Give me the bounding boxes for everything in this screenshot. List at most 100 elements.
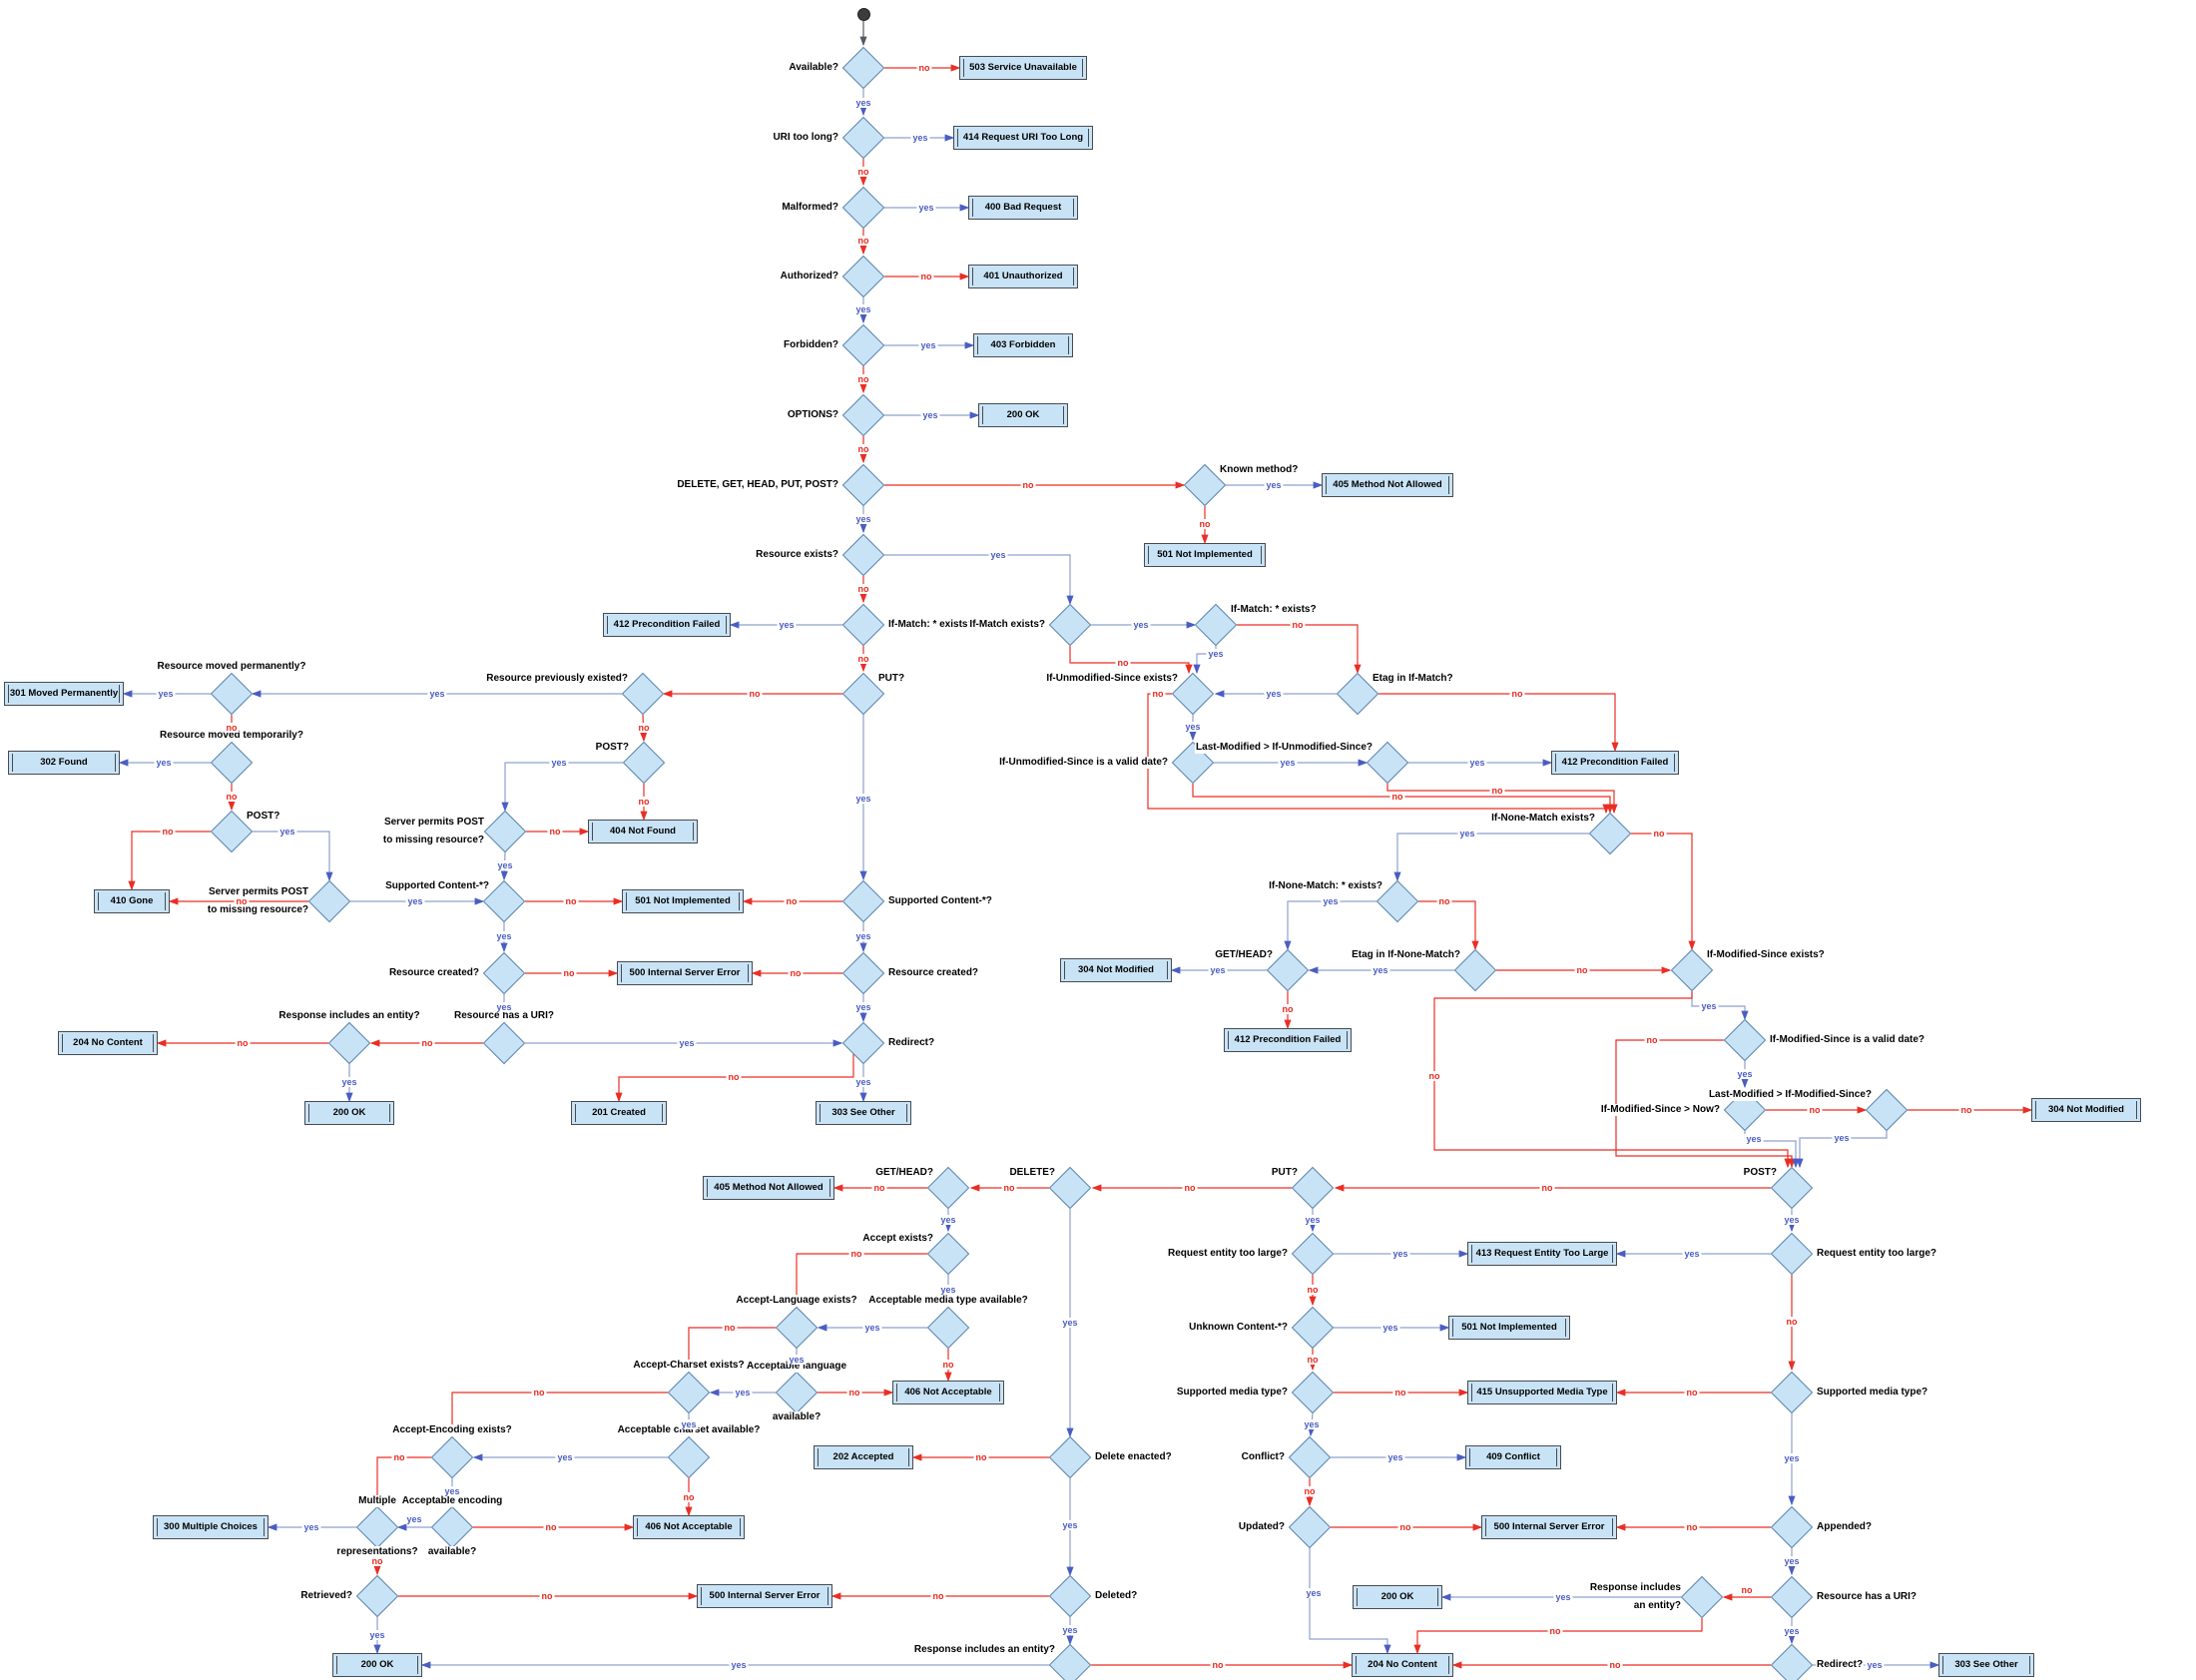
decision-d-conflict xyxy=(1288,1435,1332,1479)
terminal-t-403: 403 Forbidden xyxy=(973,333,1073,357)
terminal-t-406-a: 406 Not Acceptable xyxy=(892,1381,1004,1404)
edge-label-44-yes: yes xyxy=(405,896,425,906)
label-d-encoding-exists: Accept-Encoding exists? xyxy=(391,1424,513,1436)
edge-label-100-no: no xyxy=(391,1452,407,1462)
edge-label-93-no: no xyxy=(846,1388,862,1398)
decision-d-server-permits-1 xyxy=(483,810,527,853)
edge-label-57-yes: yes xyxy=(677,1038,697,1048)
label-d-etag-in-ifmatch: Etag in If-Match? xyxy=(1372,673,1454,685)
terminal-t-412-b: 412 Precondition Failed xyxy=(1551,751,1679,775)
decision-d-charset-exists xyxy=(667,1371,711,1414)
edge-label-23-yes: yes xyxy=(1206,649,1226,659)
start-node xyxy=(856,7,870,21)
edge-label-79-no: no xyxy=(1539,1183,1555,1193)
label-d-ifmod-gt-now: If-Modified-Since > Now? xyxy=(1599,1104,1721,1116)
label-d-gethead-cond: GET/HEAD? xyxy=(1214,949,1274,961)
edge-label-24-no: no xyxy=(1290,620,1306,630)
edge-label-118-yes: yes xyxy=(1302,1419,1322,1429)
decision-d-lang-available xyxy=(775,1371,819,1414)
edge-label-102-yes: yes xyxy=(404,1514,424,1524)
terminal-t-405-b: 405 Method Not Allowed xyxy=(703,1176,834,1200)
edge-label-127-no: no xyxy=(1684,1522,1700,1532)
label-d-etag-in-ifnonematch: Etag in If-None-Match? xyxy=(1351,949,1461,961)
terminal-t-303-a: 303 See Other xyxy=(816,1101,911,1125)
label-d-ifmatch-star-b: If-Match: * exists? xyxy=(1230,604,1318,616)
edge-label-28-no: no xyxy=(1150,689,1166,699)
terminal-t-501-b: 501 Not Implemented xyxy=(622,889,744,913)
edge-label-13-no: no xyxy=(1020,480,1036,490)
label-d-authorized: Authorized? xyxy=(779,271,839,282)
edge-label-26-no: no xyxy=(1509,689,1525,699)
decision-d-server-permits-2 xyxy=(307,879,351,923)
edge-label-7-no: no xyxy=(918,272,934,281)
label-d-deleted: Deleted? xyxy=(1094,1590,1139,1602)
edge-41-no xyxy=(128,831,211,891)
decision-d-req-large-a xyxy=(1291,1232,1335,1276)
terminal-t-202: 202 Accepted xyxy=(814,1445,913,1469)
label-d-unknown-content: Unknown Content-*? xyxy=(1188,1322,1289,1334)
label-d-created-r: Resource created? xyxy=(887,967,980,979)
edge-label-48-yes: yes xyxy=(495,860,515,870)
edge-label-86-yes: yes xyxy=(938,1215,958,1225)
decision-d-supported-content-r xyxy=(841,879,885,923)
decision-d-uri-too-long xyxy=(841,116,885,160)
edge-24-no xyxy=(1237,624,1362,675)
edge-label-91-yes: yes xyxy=(787,1355,807,1365)
terminal-t-500-a: 500 Internal Server Error xyxy=(617,961,753,985)
edge-label-43-no: no xyxy=(234,896,250,906)
label-d-ifmatch-exists: If-Match exists? xyxy=(968,619,1046,631)
edge-label-14-yes: yes xyxy=(1264,480,1284,490)
edge-label-11-yes: yes xyxy=(920,410,940,420)
edge-label-74-no: no xyxy=(1644,1035,1660,1045)
decision-d-charset-available xyxy=(667,1435,711,1479)
edge-label-72-no: no xyxy=(1426,1071,1442,1081)
label-d-conflict: Conflict? xyxy=(1240,1451,1286,1463)
edge-label-97-yes: yes xyxy=(555,1452,575,1462)
terminal-t-200-c: 200 OK xyxy=(332,1653,422,1677)
label-d-lang-available-2: available? xyxy=(771,1411,823,1423)
edge-label-131-yes: yes xyxy=(1553,1592,1573,1602)
label-d-ifunmod-exists: If-Unmodified-Since exists? xyxy=(1045,673,1179,685)
label-d-resp-incl-b-2: an entity? xyxy=(1632,1600,1682,1612)
label-d-accept-exists: Accept exists? xyxy=(861,1233,934,1245)
edge-label-76-yes: yes xyxy=(1744,1134,1764,1144)
label-d-resp-incl-a: Response includes an entity? xyxy=(277,1010,421,1022)
edge-label-35-yes: yes xyxy=(427,689,447,699)
decision-d-malformed xyxy=(841,186,885,230)
edge-label-113-yes: yes xyxy=(1390,1249,1410,1259)
edge-label-83-no: no xyxy=(1001,1183,1017,1193)
label-d-req-large-b: Request entity too large? xyxy=(1816,1248,1938,1260)
label-d-delete-enacted: Delete enacted? xyxy=(1094,1451,1173,1463)
edge-label-70-no: no xyxy=(1574,965,1590,975)
edge-label-116-no: no xyxy=(1305,1355,1321,1365)
decision-d-appended xyxy=(1770,1505,1814,1549)
edge-label-115-yes: yes xyxy=(1380,1323,1400,1333)
edge-label-5-yes: yes xyxy=(916,203,936,213)
terminal-t-200-b: 200 OK xyxy=(304,1101,394,1125)
edge-label-73-yes: yes xyxy=(1735,1069,1755,1079)
edge-label-99-yes: yes xyxy=(442,1486,462,1496)
edge-label-40-no: no xyxy=(224,792,240,802)
edge-label-101-no: no xyxy=(543,1522,559,1532)
edge-label-3-yes: yes xyxy=(910,133,930,143)
label-d-supp-media-b: Supported media type? xyxy=(1816,1387,1929,1399)
decision-d-has-uri-a xyxy=(482,1021,526,1065)
edge-label-64-no: no xyxy=(1651,829,1667,839)
decision-d-resource-exists xyxy=(841,533,885,577)
label-d-delete-b: DELETE? xyxy=(1008,1167,1056,1179)
terminal-t-304-a: 304 Not Modified xyxy=(1060,958,1172,982)
terminal-t-501-a: 501 Not Implemented xyxy=(1144,543,1266,567)
terminal-t-500-d: 500 Internal Server Error xyxy=(1481,1515,1617,1539)
edge-label-78-yes: yes xyxy=(1832,1133,1852,1143)
edge-label-50-yes: yes xyxy=(494,931,514,941)
terminal-t-414: 414 Request URI Too Long xyxy=(953,126,1093,150)
edge-label-27-yes: yes xyxy=(1183,722,1203,732)
decision-d-deleted xyxy=(1048,1574,1092,1618)
edge-label-46-no: no xyxy=(636,797,652,807)
label-d-put-a: PUT? xyxy=(877,673,906,685)
edge-label-2-yes: yes xyxy=(853,98,873,108)
terminal-t-204-a: 204 No Content xyxy=(58,1031,158,1055)
edge-label-128-yes: yes xyxy=(1782,1556,1802,1566)
edge-label-92-no: no xyxy=(722,1323,738,1333)
edge-label-117-no: no xyxy=(1392,1388,1408,1398)
